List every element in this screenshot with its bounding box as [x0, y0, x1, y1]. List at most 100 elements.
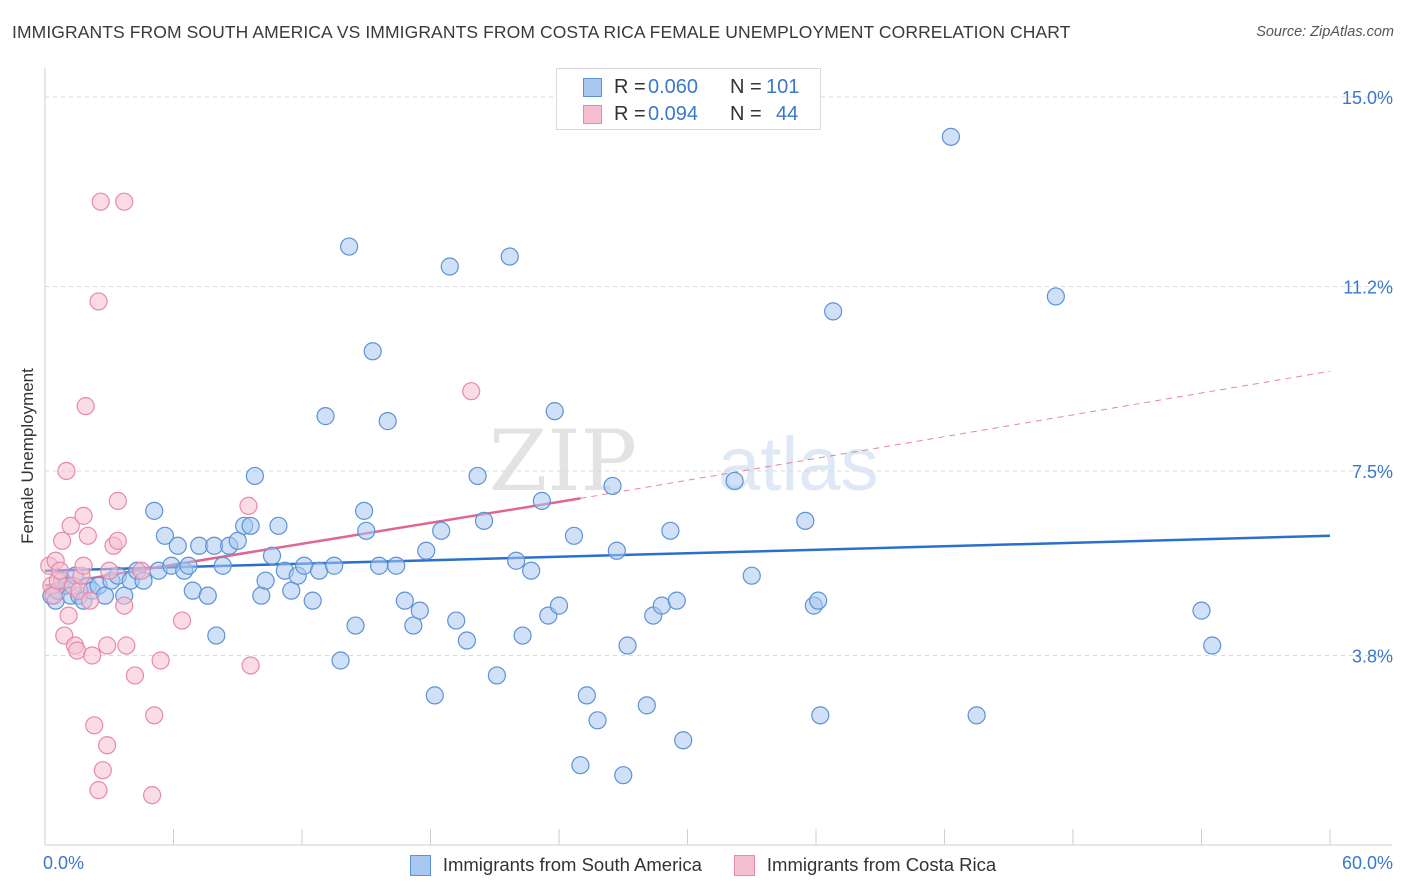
costa-rica-point — [74, 506, 93, 525]
costa-rica-point — [115, 596, 134, 615]
legend-r-label: R = — [614, 102, 646, 125]
costa-rica-point — [115, 192, 134, 211]
south-america-point — [303, 591, 322, 610]
south-america-point — [742, 566, 761, 585]
south-america-point — [603, 476, 622, 496]
costa-rica-point — [145, 706, 164, 725]
south-america-point — [571, 756, 590, 775]
costa-rica-point — [80, 591, 100, 610]
costa-rica-point — [83, 646, 102, 665]
costa-rica-point — [125, 666, 145, 685]
south-america-point — [661, 521, 680, 540]
south-america-point — [532, 491, 551, 510]
watermark-atlas: atlas — [718, 422, 879, 507]
legend-r-value: 0.094 — [648, 102, 699, 125]
costa-rica-trend-extension — [580, 370, 1331, 499]
south-america-point — [507, 551, 526, 570]
watermark-zip: ZIP — [489, 412, 637, 510]
costa-rica-point — [59, 606, 78, 625]
costa-rica-point — [98, 636, 117, 655]
south-america-point — [607, 541, 626, 560]
south-america-point — [269, 516, 288, 535]
south-america-point — [404, 616, 423, 635]
y-tick-label: 11.2% — [1343, 277, 1393, 297]
stats-legend: R = 0.060 N = 101 R = 0.094 N = 44 — [556, 68, 821, 130]
costa-rica-point — [53, 531, 72, 550]
legend-label-costa-rica: Immigrants from Costa Rica — [766, 854, 997, 875]
south-america-point — [168, 536, 187, 555]
south-america-point — [545, 402, 564, 421]
x-tick-label: 60.0% — [1342, 853, 1393, 873]
south-america-point — [245, 466, 264, 486]
south-america-point — [824, 302, 843, 321]
tick-labels: 3.8% 7.5% 11.2% 15.0% 0.0% 60.0% — [43, 88, 1393, 873]
legend-swatch-blue — [583, 77, 602, 97]
legend-n-value: 44 — [776, 102, 799, 125]
south-america-point — [487, 666, 506, 685]
legend-r-label: R = — [614, 75, 646, 98]
south-america-point — [228, 531, 247, 550]
costa-rica-point — [142, 786, 162, 805]
south-america-point — [179, 556, 198, 575]
south-america-point — [282, 581, 301, 600]
south-america-point — [213, 556, 232, 575]
costa-rica-point — [85, 716, 104, 735]
south-america-point — [425, 686, 444, 705]
data-points — [40, 127, 1222, 805]
costa-rica-point — [57, 461, 76, 481]
south-america-point — [667, 591, 686, 610]
costa-rica-point — [61, 516, 80, 535]
legend-item-costa-rica: Immigrants from Costa Rica — [733, 854, 997, 876]
south-america-point — [355, 501, 374, 520]
costa-rica-point — [239, 496, 258, 515]
south-america-point — [370, 556, 389, 575]
costa-rica-point — [117, 636, 136, 655]
costa-rica-point — [89, 292, 108, 311]
south-america-point — [513, 626, 532, 645]
trend-lines — [44, 370, 1331, 587]
costa-rica-point — [132, 561, 151, 580]
south-america-point — [410, 601, 429, 620]
south-america-point — [1046, 287, 1065, 306]
legend-row-south-america: R = 0.060 N = 101 — [583, 75, 799, 99]
axes — [44, 68, 1392, 846]
south-america-point — [417, 541, 436, 560]
legend-r-value: 0.060 — [648, 75, 699, 98]
south-america-point — [440, 257, 459, 276]
costa-rica-point — [108, 531, 127, 550]
costa-rica-point — [78, 526, 97, 545]
south-america-point — [500, 247, 519, 266]
south-america-point — [325, 556, 344, 575]
south-america-point — [256, 571, 275, 590]
south-america-point — [618, 636, 637, 655]
costa-rica-point — [91, 192, 110, 211]
source-credit: Source: ZipAtlas.com — [1256, 24, 1394, 40]
south-america-point — [331, 651, 350, 670]
series-legend: Immigrants from South America Immigrants… — [0, 852, 1406, 878]
south-america-point — [941, 127, 961, 146]
south-america-point — [387, 556, 406, 575]
south-america-point — [549, 596, 569, 615]
south-america-point — [468, 466, 487, 486]
south-america-trend-line — [44, 534, 1331, 572]
costa-rica-point — [151, 651, 170, 670]
south-america-point — [145, 501, 164, 520]
costa-rica-point — [44, 586, 63, 605]
south-america-point — [1192, 601, 1211, 620]
legend-swatch-pink — [733, 854, 755, 876]
south-america-point — [241, 516, 260, 535]
legend-n-label: N = — [730, 75, 762, 98]
south-america-point — [378, 412, 397, 431]
south-america-point — [522, 561, 541, 580]
south-america-point — [796, 511, 815, 530]
south-america-point — [614, 766, 633, 785]
south-america-point — [811, 706, 830, 725]
south-america-point — [1203, 636, 1222, 655]
costa-rica-point — [241, 656, 260, 675]
south-america-point — [474, 511, 494, 530]
south-america-point — [637, 696, 656, 715]
south-america-point — [674, 731, 693, 750]
south-america-point — [155, 526, 175, 545]
south-america-point — [588, 711, 607, 730]
legend-swatch-pink — [583, 104, 602, 124]
